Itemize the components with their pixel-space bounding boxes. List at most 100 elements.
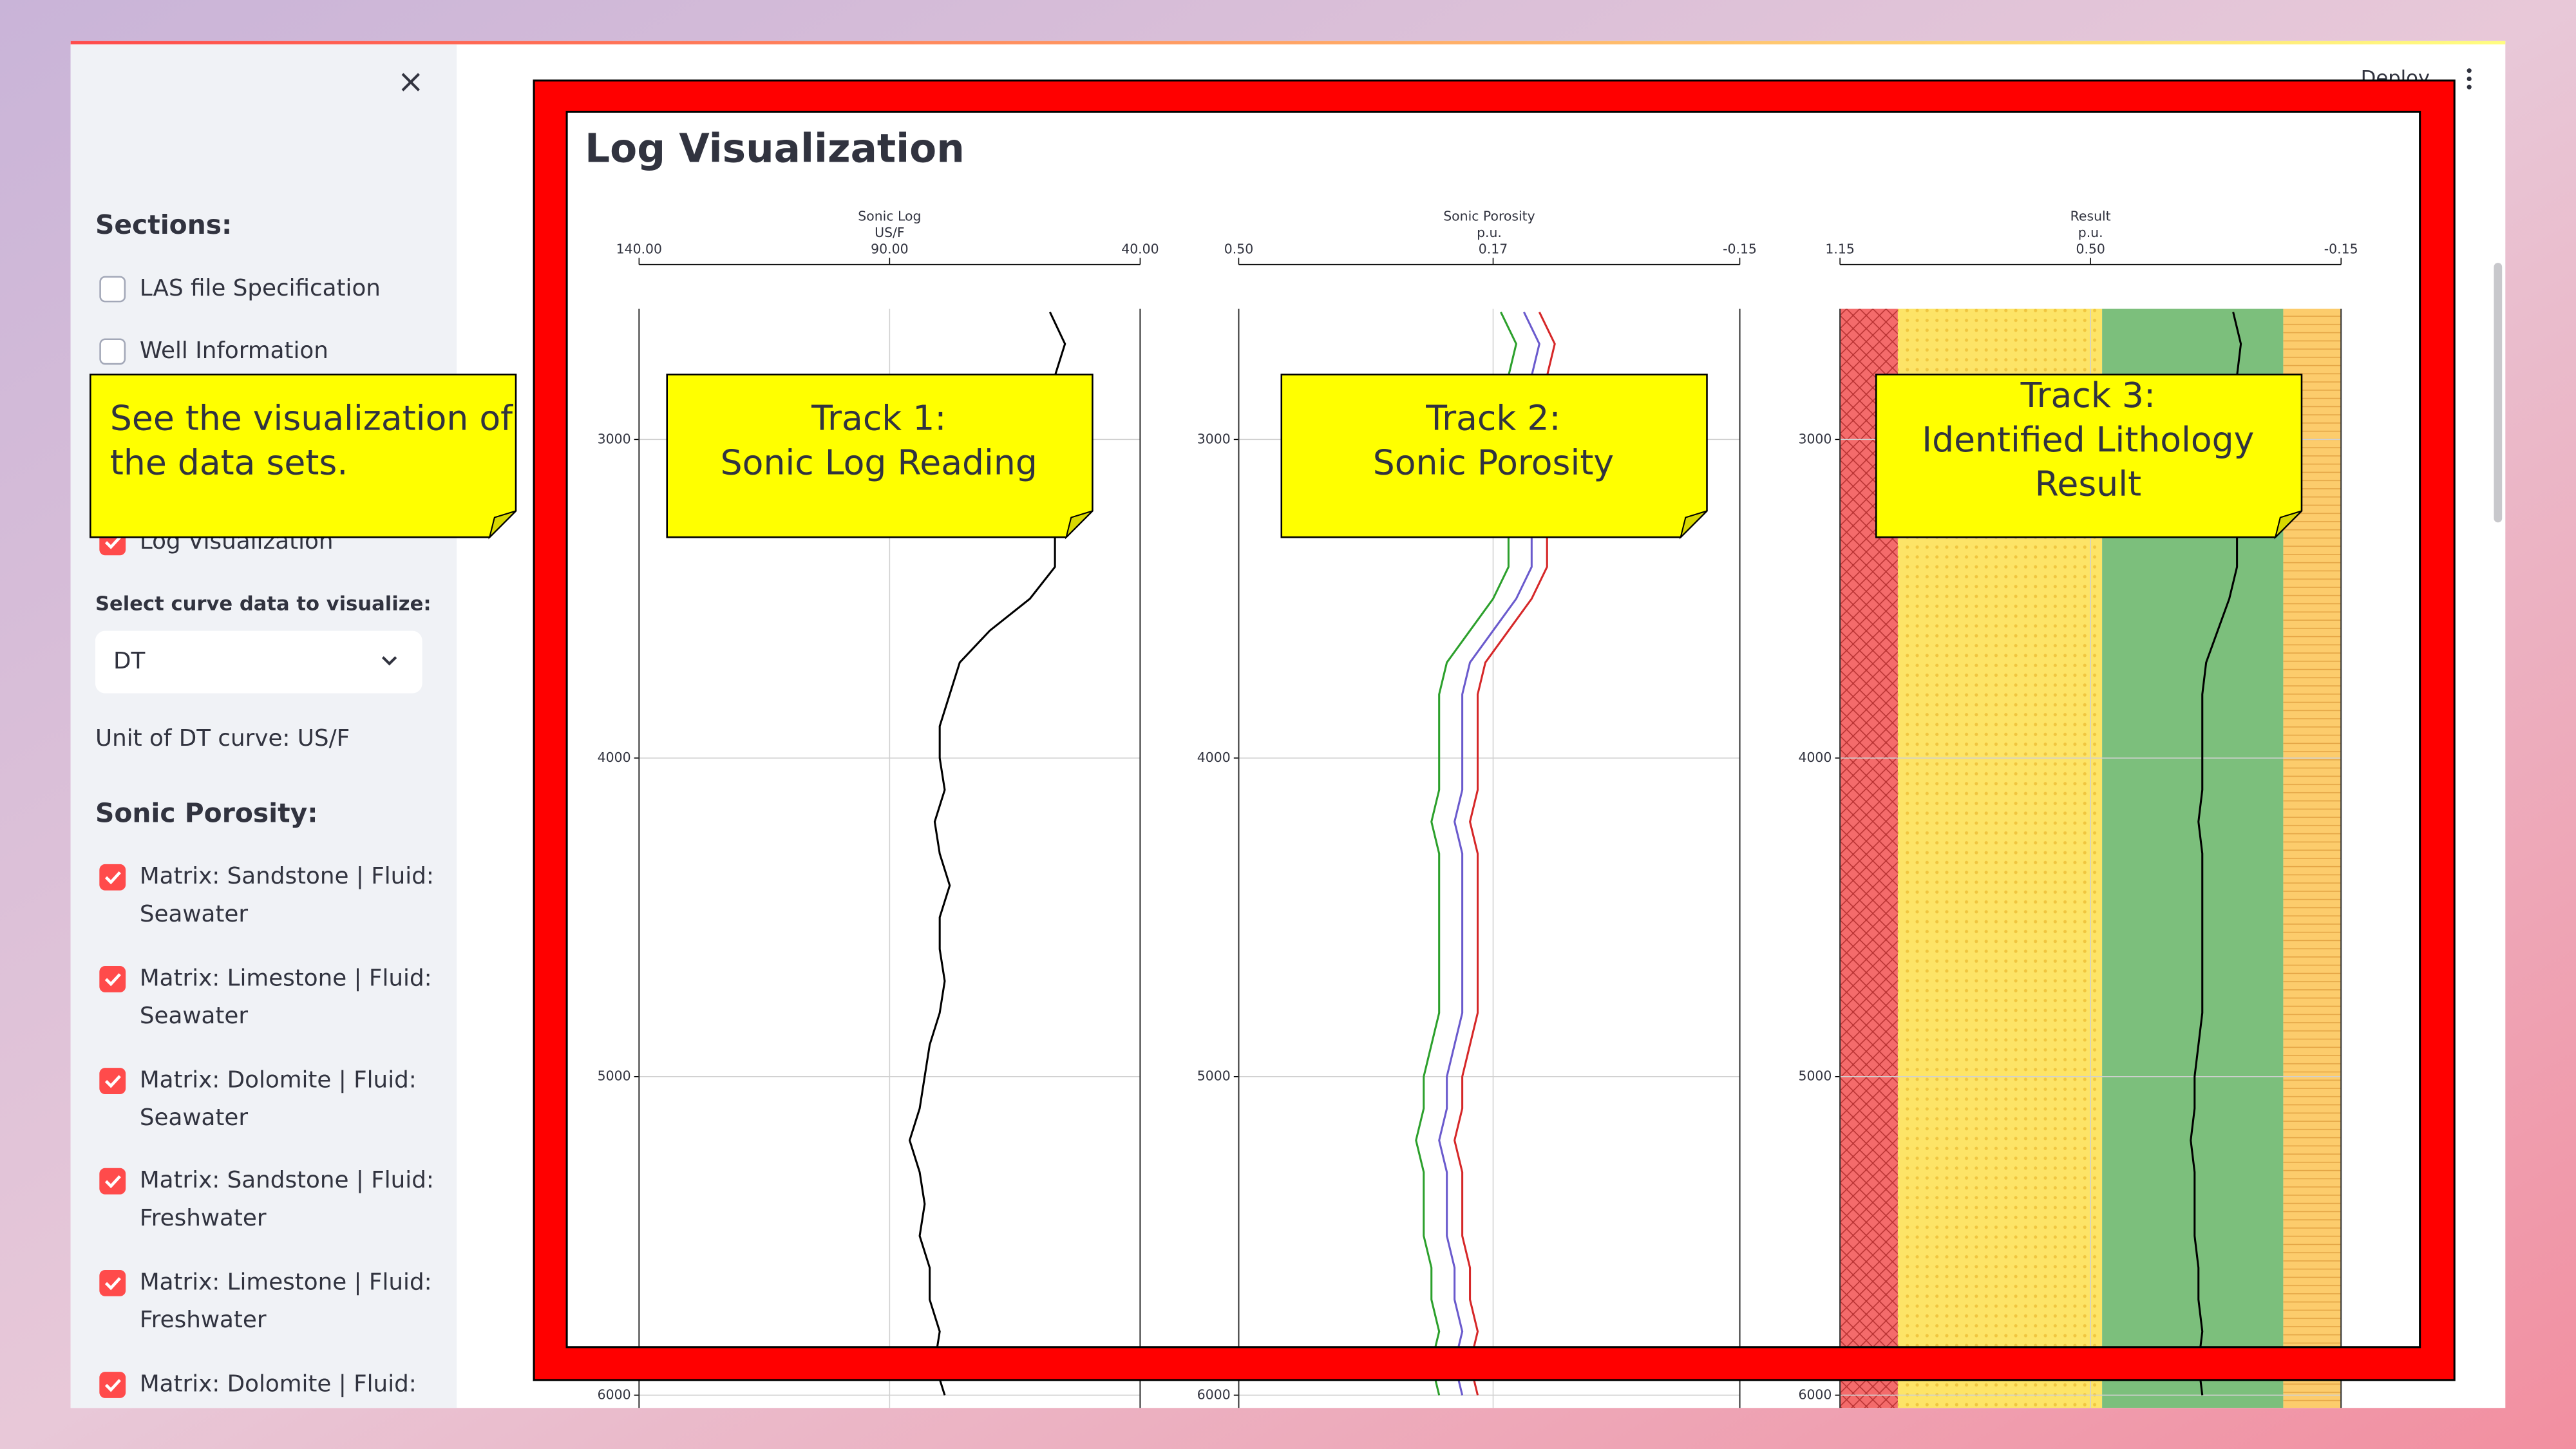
x-tick-label: 0.17 — [1479, 242, 1508, 257]
callout-text: Track 2: — [1425, 398, 1560, 439]
callout-text: the data sets. — [110, 442, 348, 483]
checkbox-check — [104, 1277, 121, 1291]
checkbox-box — [99, 966, 126, 992]
checkbox[interactable] — [99, 1372, 126, 1398]
callout: Track 1:Sonic Log Reading — [666, 374, 1094, 540]
top-bar — [70, 41, 2506, 44]
checkbox-check — [104, 1075, 121, 1088]
checkbox-box — [99, 1068, 126, 1094]
callout-fold — [1679, 510, 1708, 540]
x-tick-label: 90.00 — [871, 242, 908, 257]
option-label: Freshwater — [140, 1205, 267, 1231]
depth-tick-label: 4000 — [598, 750, 631, 765]
track-title: Sonic Porosity — [1443, 209, 1535, 224]
option-label: Seawater — [140, 1104, 249, 1131]
section-label: LAS file Specification — [140, 275, 381, 301]
callout-text: Sonic Log Reading — [721, 442, 1037, 483]
checkbox-check — [104, 536, 121, 549]
x-tick-label: 0.50 — [2076, 242, 2105, 257]
depth-tick-label: 5000 — [1197, 1068, 1231, 1084]
x-tick-label: -0.15 — [1723, 242, 1757, 257]
select-chevron — [381, 656, 397, 666]
depth-tick-label: 4000 — [1798, 750, 1832, 765]
option-label: Matrix: Dolomite | Fluid: — [140, 1371, 417, 1397]
callout-text: See the visualization of — [110, 398, 513, 439]
x-tick-label: 140.00 — [616, 242, 662, 257]
section-label: Well Information — [140, 337, 328, 364]
menu-button[interactable] — [2467, 68, 2472, 90]
checkbox-box — [99, 1372, 126, 1398]
track-unit: p.u. — [1477, 225, 1502, 240]
depth-tick-label: 5000 — [1798, 1068, 1832, 1084]
checkbox-box — [99, 1269, 126, 1296]
track-title: Result — [2070, 209, 2111, 224]
callout-fold — [2274, 510, 2302, 540]
unit-text: Unit of DT curve: US/F — [95, 725, 350, 752]
depth-tick-label: 5000 — [598, 1068, 631, 1084]
close-button[interactable] — [401, 73, 420, 91]
depth-tick-label: 3000 — [1197, 431, 1231, 446]
depth-tick-label: 4000 — [1197, 750, 1231, 765]
select-box[interactable]: DT — [95, 630, 422, 694]
checkbox-check — [104, 973, 121, 987]
select-label: Select curve data to visualize: — [95, 592, 431, 615]
callout: Track 2:Sonic Porosity — [1280, 374, 1708, 540]
checkbox-check — [104, 871, 121, 885]
track-unit: US/F — [875, 225, 904, 240]
checkbox[interactable] — [99, 1269, 126, 1296]
option-label: Seawater — [140, 1003, 249, 1029]
callout-text: Result — [2035, 464, 2142, 504]
main-title: Log Visualization — [585, 126, 965, 171]
option-label: Matrix: Dolomite | Fluid: — [140, 1067, 417, 1094]
callout-text: Track 1: — [811, 398, 946, 439]
sections-title: Sections: — [95, 209, 232, 240]
x-tick-label: -0.15 — [2324, 242, 2358, 257]
menu-dot — [2467, 68, 2472, 73]
x-tick-label: 40.00 — [1121, 242, 1159, 257]
select-field — [95, 630, 422, 694]
sidebar — [70, 44, 457, 1408]
x-tick-label: 1.15 — [1825, 242, 1854, 257]
porosity-title: Sonic Porosity: — [95, 797, 318, 828]
x-tick-label: 0.50 — [1224, 242, 1253, 257]
option-label: Seawater — [140, 901, 249, 927]
checkbox[interactable] — [99, 966, 126, 992]
depth-tick-label: 6000 — [1197, 1387, 1231, 1402]
depth-tick-label: 3000 — [598, 431, 631, 446]
checkbox[interactable] — [99, 1168, 126, 1195]
menu-dot — [2467, 76, 2472, 82]
track-title: Sonic Log — [858, 209, 921, 224]
option-label: Freshwater — [140, 1307, 267, 1333]
option-label: Matrix: Limestone | Fluid: — [140, 1269, 432, 1295]
checkbox-box — [99, 276, 126, 303]
callout-text: Track 3: — [2020, 375, 2155, 415]
track: 3000 4000 5000 6000 140.00 90.00 40.00 Sonic Lo… — [598, 209, 1159, 1408]
callout-fold — [488, 510, 516, 540]
checkbox[interactable] — [99, 276, 126, 303]
scrollbar[interactable] — [2494, 263, 2503, 523]
checkbox-box — [99, 1168, 126, 1195]
option-label: Matrix: Limestone | Fluid: — [140, 965, 432, 991]
highlight-frame — [533, 79, 2456, 1381]
checkbox-box — [99, 338, 126, 365]
select-value: DT — [113, 648, 145, 674]
option-label: Matrix: Sandstone | Fluid: — [140, 1167, 434, 1193]
callout-fold — [1065, 510, 1094, 540]
checkbox-check — [104, 1175, 121, 1189]
checkbox[interactable] — [99, 338, 126, 365]
menu-dot — [2467, 84, 2472, 90]
depth-tick-label: 6000 — [1798, 1387, 1832, 1402]
callout-text: Identified Lithology — [1922, 419, 2254, 460]
checkbox[interactable] — [99, 1068, 126, 1094]
depth-tick-label: 3000 — [1798, 431, 1832, 446]
checkbox[interactable] — [99, 864, 126, 891]
depth-tick-label: 6000 — [598, 1387, 631, 1402]
track-unit: p.u. — [2078, 225, 2103, 240]
